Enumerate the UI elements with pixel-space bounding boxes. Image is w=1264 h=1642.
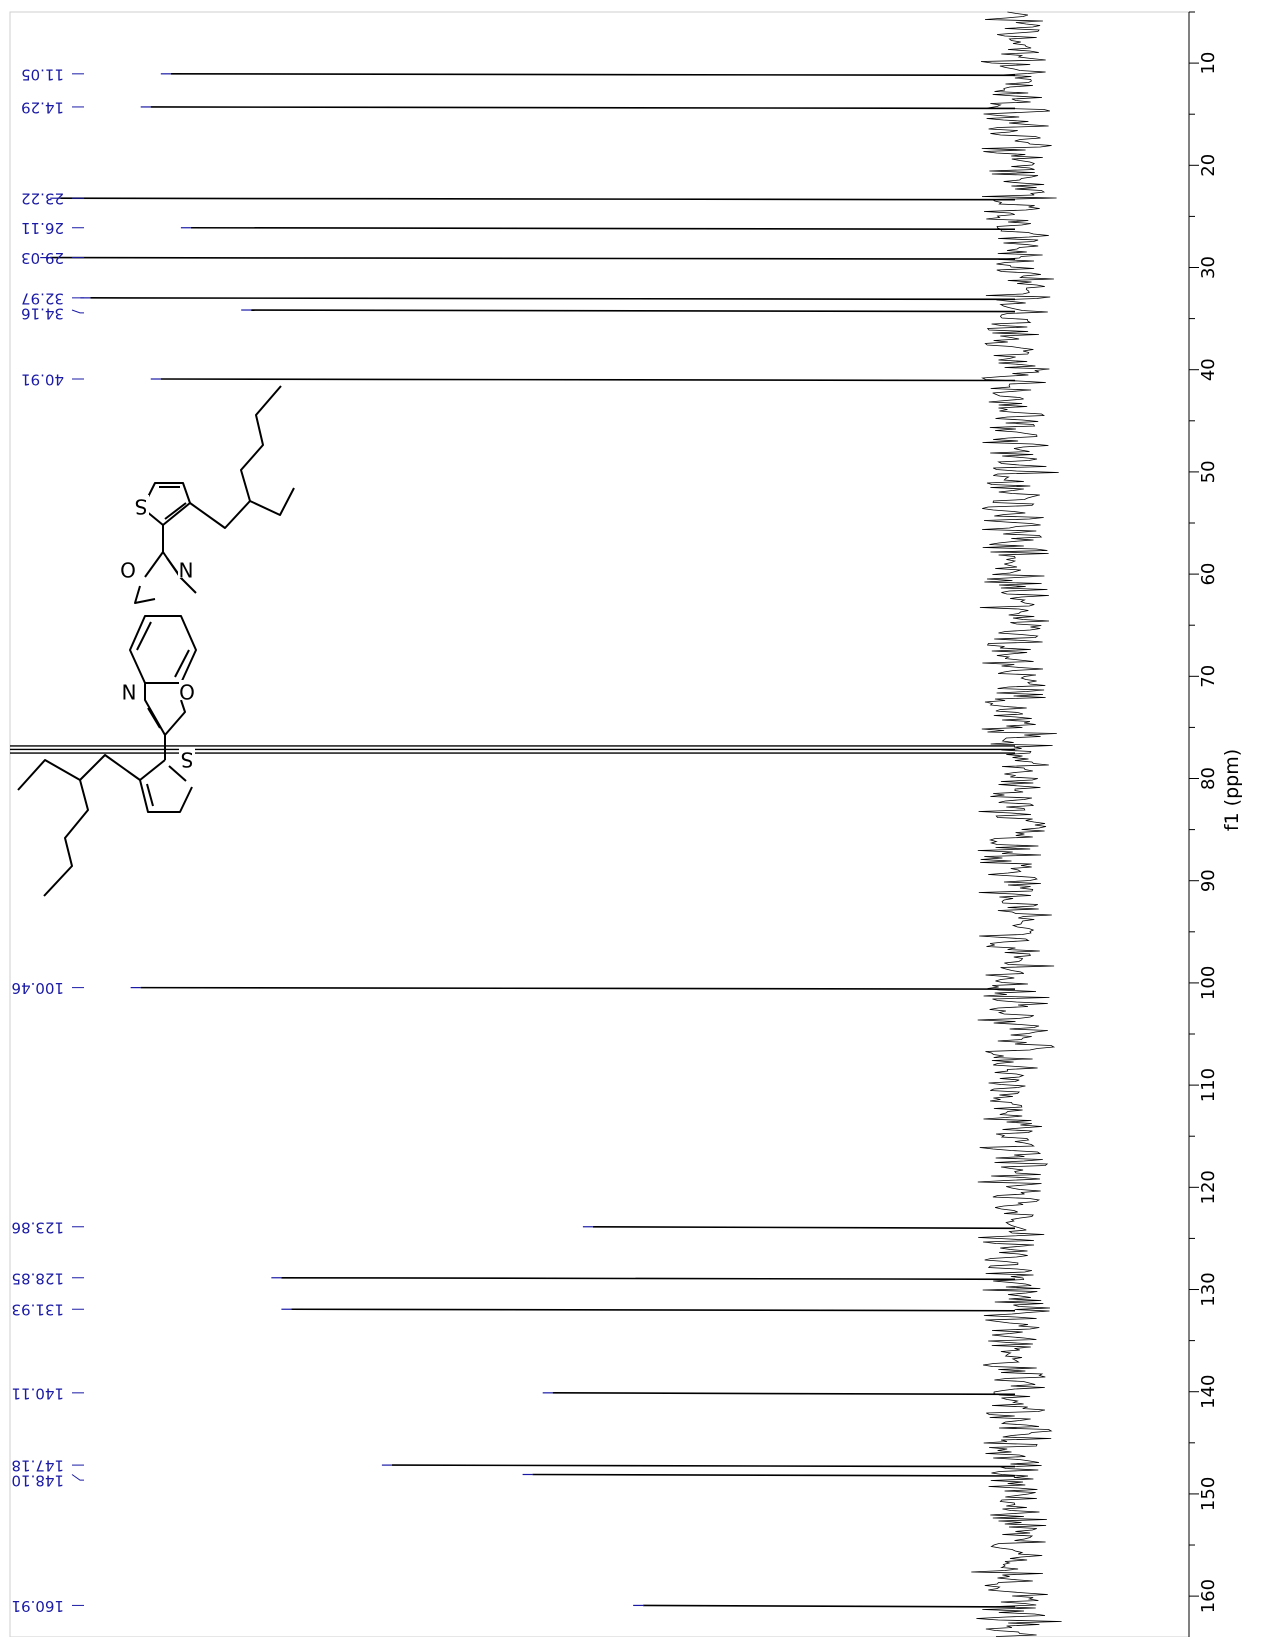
peak-label-5: 32.97 [21,289,64,307]
atom-s-top-bg [133,495,149,515]
thiophene-top-bond-2 [164,502,187,520]
bottom-side-chain [17,754,141,791]
tick-label-10: 10 [1198,52,1219,75]
atom-n-top-bg [178,558,194,578]
tick-label-110: 110 [1198,1068,1219,1102]
peak-label-2: 23.22 [21,190,64,208]
molecule-structure [17,385,295,897]
bond-d [147,707,161,729]
oxazole-top [134,585,156,604]
noise-trace [971,11,1062,1637]
tick-label-80: 80 [1198,767,1219,790]
peak-label-13: 147.18 [12,1457,65,1475]
peak-7 [160,378,1016,382]
atom-s-bottom: S [181,748,194,772]
peak-label-7: 40.91 [21,371,64,389]
atom-labels: S O N N O S [120,495,195,772]
peak-label-10: 128.85 [12,1269,65,1287]
peak-label-6: 34.16 [21,304,64,322]
peak-9 [592,1225,1016,1230]
ppm-axis: f1 (ppm) 10 20 30 40 50 60 70 80 90 100 110 120 130 1… [1188,11,1243,1637]
top-side-chain-2 [240,385,282,502]
peak-label-4: 29.03 [21,249,64,267]
peak-label-11: 131.93 [12,1301,65,1319]
tick-label-90: 90 [1198,869,1219,892]
peak-4 [50,256,1016,260]
peaks [10,73,1016,1608]
top-side-chain [189,487,295,529]
peak-12 [552,1392,1016,1396]
benzene-inner-2 [174,649,190,678]
atom-n-bottom: N [122,680,137,704]
peak-10 [281,1276,1016,1281]
tick-label-100: 100 [1198,966,1219,1000]
peak-label-1: 14.29 [21,98,64,116]
baseline-noise [971,11,1062,1637]
atom-s-bottom-bg [179,748,195,768]
bottom-side-chain-2 [43,779,89,897]
tick-label-120: 120 [1198,1170,1219,1204]
peak-label-12: 140.11 [12,1384,65,1402]
tick-label-160: 160 [1198,1579,1219,1613]
atom-s-top: S [135,495,148,519]
tick-label-50: 50 [1198,460,1219,483]
peak-1 [150,106,1016,110]
atom-n-top: N [179,558,194,582]
tick-label-30: 30 [1198,256,1219,279]
atom-o-bottom-bg [179,680,195,700]
tick-label-20: 20 [1198,154,1219,177]
peak-3 [190,226,1016,231]
label-connector-14 [71,1474,84,1481]
peak-label-0: 11.05 [21,65,64,83]
peak-6 [251,309,1016,313]
atom-o-top: O [120,558,136,582]
tick-label-40: 40 [1198,358,1219,381]
peak-14 [532,1473,1016,1477]
label-connector-6 [71,309,84,314]
peak-15 [643,1604,1016,1608]
peak-0 [170,73,1016,77]
peak-label-3: 26.11 [21,219,64,237]
tick-label-130: 130 [1198,1272,1219,1306]
peak-label-14: 148.10 [12,1472,65,1490]
peak-13 [391,1464,1016,1468]
thiophene-bottom-bond-2 [168,765,187,782]
tick-label-70: 70 [1198,665,1219,688]
atom-o-top-bg [120,558,136,578]
axis-label: f1 (ppm) [1221,749,1243,831]
peak-label-8: 100.46 [12,979,65,997]
peak-label-9: 123.86 [12,1218,65,1236]
thiophene-top-ring [147,482,191,526]
peak-5 [90,297,1016,301]
atom-n-bottom-bg [121,680,137,700]
thiophene-bottom-bond [146,783,154,807]
peak-8 [140,986,1016,990]
peak-label-15: 160.91 [12,1597,65,1615]
tick-label-60: 60 [1198,563,1219,586]
peak-2 [60,197,1016,201]
benzene-inner-1 [136,621,152,651]
bond-b [144,551,164,578]
atom-o-bottom: O [179,680,195,704]
tick-label-150: 150 [1198,1477,1219,1511]
tick-label-140: 140 [1198,1375,1219,1409]
thiophene-bottom-ring [139,759,193,813]
benzene-core [129,615,197,684]
peak-11 [291,1308,1016,1312]
